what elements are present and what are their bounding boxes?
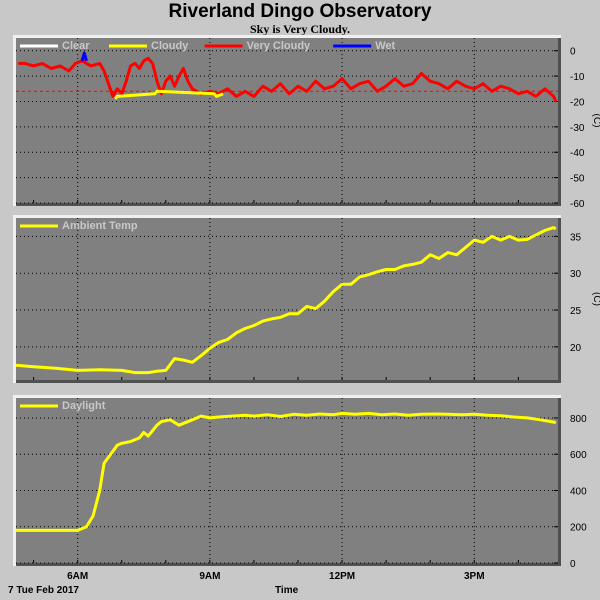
y-tick-label: 20: [570, 343, 582, 354]
page-title: Riverland Dingo Observatory: [168, 1, 432, 22]
y-tick-label: -30: [570, 123, 585, 134]
series-ambient-temp-line: [15, 226, 557, 375]
plot-area: [16, 218, 558, 380]
y-tick-label: 200: [570, 523, 587, 534]
x-axis-title: Time: [275, 585, 299, 596]
series-wet-line: [80, 51, 88, 62]
y-tick-label: -10: [570, 72, 585, 83]
y-tick-label: -20: [570, 97, 585, 108]
legend-label-cloudy: Cloudy: [151, 40, 189, 52]
chart-panel-1: 0 -10 -20 -30 -40 -50 -60 (C) Clear Cloudy Very Cl…: [13, 35, 600, 210]
x-tick-label: 6AM: [67, 571, 88, 582]
y-tick-label: 600: [570, 450, 587, 461]
date-label: 7 Tue Feb 2017: [8, 585, 79, 596]
sky-status-subtitle: Sky is Very Cloudy.: [249, 22, 351, 36]
series-daylight-line: [16, 411, 557, 532]
legend-label-daylight: Daylight: [62, 400, 106, 412]
chart-panel-3: 0 200 400 600 800 6AM 9AM 12PM 3PM Daylight: [13, 395, 587, 582]
y-tick-label: 25: [570, 306, 582, 317]
series-cloudy-line: [113, 89, 224, 100]
legend-label-wet: Wet: [375, 40, 395, 52]
y-tick-label: -60: [570, 199, 585, 210]
legend-label-ambient-temp: Ambient Temp: [62, 220, 138, 232]
plot-area: [16, 38, 558, 203]
y-axis-label: (C): [591, 292, 600, 306]
y-tick-label: 30: [570, 269, 582, 280]
y-tick-label: 0: [570, 559, 576, 570]
y-tick-label: -50: [570, 174, 585, 185]
plot-area: [16, 398, 558, 563]
x-tick-label: 3PM: [464, 571, 485, 582]
series-very-cloudy-line: [18, 56, 558, 103]
chart-panel-2: 20 25 30 35 (C) Ambient Temp: [13, 215, 600, 383]
y-tick-label: -40: [570, 148, 585, 159]
y-tick-label: 0: [570, 47, 576, 58]
y-tick-label: 800: [570, 414, 587, 425]
y-axis-label: (C): [591, 114, 600, 128]
legend-label-very-cloudy: Very Cloudy: [247, 40, 311, 52]
y-tick-label: 400: [570, 486, 587, 497]
x-tick-label: 12PM: [329, 571, 355, 582]
y-tick-label: 35: [570, 232, 582, 243]
legend-label-clear: Clear: [62, 40, 90, 52]
x-tick-label: 9AM: [199, 571, 220, 582]
